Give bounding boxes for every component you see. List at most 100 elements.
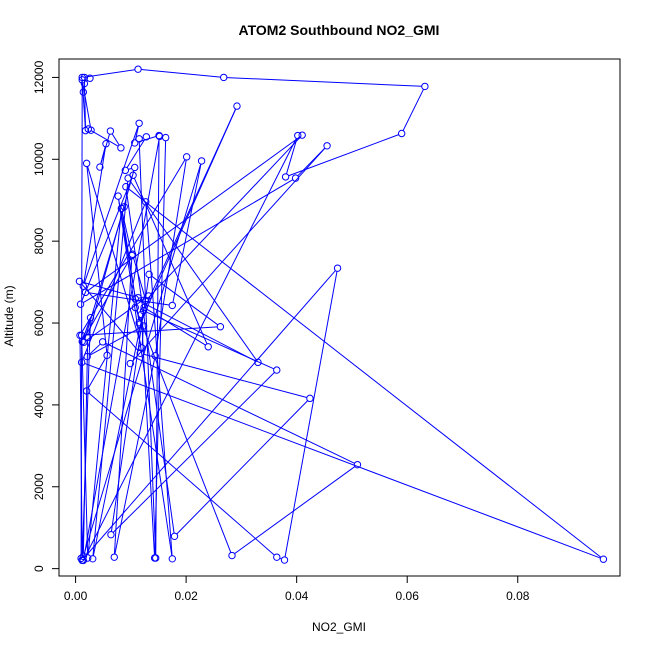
series-segment [151,275,219,326]
data-point [135,119,143,127]
data-point [134,65,142,73]
x-tick-label: 0.02 [174,589,198,603]
data-point [421,82,429,91]
data-point [84,554,92,562]
data-point [204,343,212,351]
data-point [139,322,148,330]
data-point [98,338,107,346]
series-segment [85,69,135,78]
data-point [122,183,130,191]
series-segment [135,310,232,553]
x-tick-label: 0.08 [506,589,530,603]
data-point [599,555,608,563]
data-point [397,129,406,138]
data-point [129,171,137,179]
data-point [161,133,170,142]
series-segment [86,297,147,341]
data-point [139,307,148,315]
y-tick-label: 6000 [32,309,46,336]
data-point [281,173,290,181]
x-tick-label: 0.06 [396,589,420,603]
data-point [273,366,281,374]
series-segment [118,199,173,556]
series-segment [132,147,326,362]
data-point [298,131,306,139]
data-point [170,532,179,540]
series-segment [154,140,167,555]
series-segment [147,137,301,299]
series-segment [144,108,237,309]
data-point [291,174,300,182]
data-point [150,554,159,562]
data-point [197,157,206,165]
y-tick-label: 0 [32,565,46,572]
series-segment [143,353,307,399]
series-segment [89,343,101,355]
series-segment [137,135,157,143]
data-point [168,555,177,563]
data-point [84,125,92,133]
y-axis-label: Altitude (m) [2,285,16,346]
data-point [77,331,86,340]
y-tick-label: 2000 [32,473,46,500]
series-points [75,65,608,565]
series-segment [79,338,83,558]
series-segment [105,342,355,464]
series-segment [100,146,106,165]
series-segment [88,392,275,556]
data-point [228,551,236,560]
series-segment [126,139,146,168]
data-point [89,555,97,563]
data-point [86,74,94,82]
x-tick-label: 0.04 [285,589,309,603]
series-segment [402,89,424,131]
data-point [79,552,88,561]
x-axis-label: NO2_GMI [312,620,366,634]
y-tick-label: 8000 [32,227,46,254]
data-point [144,292,153,300]
data-point [353,460,362,469]
data-point [81,288,90,297]
data-point [76,300,85,308]
data-point [80,73,89,82]
series-segment [84,326,218,336]
series-segment [176,400,309,535]
data-point [79,88,88,96]
data-point [106,127,115,135]
y-tick-label: 4000 [32,391,46,418]
series-segment [81,283,139,352]
data-point [78,73,86,82]
data-point [128,250,137,258]
data-point [131,295,139,303]
series-segment [133,177,208,345]
data-point [220,73,228,82]
data-point [131,163,139,172]
series-segment [82,281,136,298]
data-point [142,198,150,206]
series-segment [81,320,91,557]
series-segment [81,83,86,128]
data-point [80,338,88,346]
series-segment [118,199,140,322]
series-segment [82,320,90,339]
data-point [333,264,342,272]
data-point [96,163,104,171]
series-segment [82,204,146,360]
series-segment [92,310,144,556]
data-point [121,166,130,175]
series-lines [79,69,602,560]
data-point [145,270,153,279]
series-segment [121,211,132,253]
chart-title: ATOM2 Southbound NO2_GMI [239,22,440,38]
data-point [131,303,139,312]
series-segment [84,362,601,559]
data-point [323,142,331,150]
series-segment [84,138,297,558]
series-segment [284,271,338,557]
x-axis: 0.00 0.02 0.04 0.06 0.08 [64,575,530,603]
data-point [151,352,159,360]
data-point [306,394,314,403]
series-segment [129,180,257,360]
